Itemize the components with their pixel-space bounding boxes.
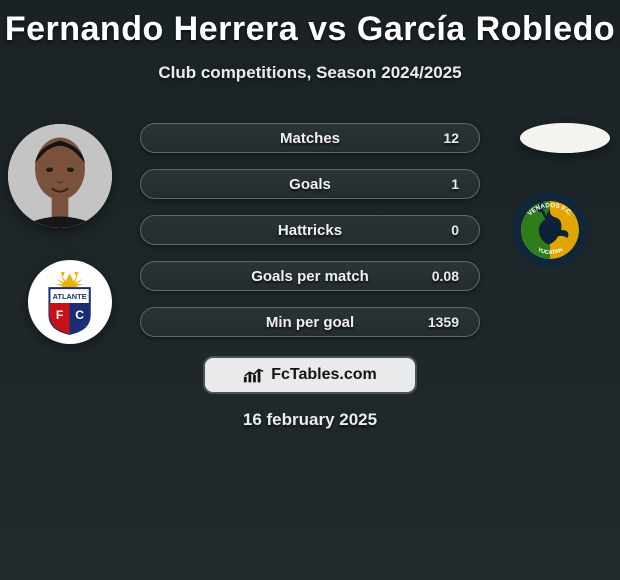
date-text: 16 february 2025 <box>0 410 620 430</box>
svg-text:F: F <box>56 308 63 322</box>
stat-value: 1 <box>451 176 459 192</box>
brand-box: FcTables.com <box>203 356 417 394</box>
stat-row: Hattricks 0 <box>140 215 480 245</box>
player1-face-icon <box>8 124 112 228</box>
stat-label: Min per goal <box>161 314 459 331</box>
stat-value: 0.08 <box>432 268 459 284</box>
bars-icon <box>243 367 265 383</box>
stat-value: 12 <box>443 130 459 146</box>
stat-value: 1359 <box>428 314 459 330</box>
stat-label: Matches <box>161 130 459 147</box>
subtitle: Club competitions, Season 2024/2025 <box>0 63 620 83</box>
page-title: Fernando Herrera vs García Robledo <box>0 0 620 49</box>
player2-club-badge: VENADOS F.C. YUCATAN <box>500 180 600 280</box>
stat-row: Goals 1 <box>140 169 480 199</box>
atlante-shield-icon: ATLANTE F C <box>36 268 103 335</box>
stat-label: Hattricks <box>161 222 459 239</box>
svg-text:ATLANTE: ATLANTE <box>53 292 87 301</box>
player1-avatar <box>8 124 112 228</box>
player2-avatar <box>520 123 610 153</box>
player1-club-badge: ATLANTE F C <box>28 260 112 344</box>
stat-row: Min per goal 1359 <box>140 307 480 337</box>
svg-text:C: C <box>76 308 85 322</box>
stat-row: Goals per match 0.08 <box>140 261 480 291</box>
stat-label: Goals per match <box>161 268 459 285</box>
player2-placeholder-icon <box>520 123 610 153</box>
stat-label: Goals <box>161 176 459 193</box>
stat-row: Matches 12 <box>140 123 480 153</box>
brand-text: FcTables.com <box>271 366 377 384</box>
stats-container: Matches 12 Goals 1 Hattricks 0 Goals per… <box>140 123 480 337</box>
venados-crest-icon: VENADOS F.C. YUCATAN <box>510 190 590 270</box>
stat-value: 0 <box>451 222 459 238</box>
